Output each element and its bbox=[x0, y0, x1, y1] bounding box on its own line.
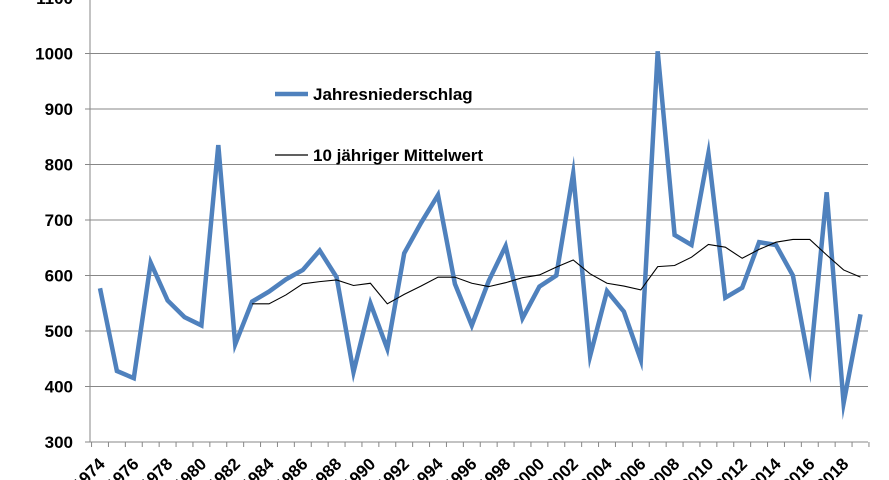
x-tick-label: 2004 bbox=[576, 454, 617, 480]
x-tick-label: 1986 bbox=[271, 454, 311, 480]
series-line-jahresniederschlag bbox=[97, 51, 863, 420]
legend: Jahresniederschlag 10 jähriger Mittelwer… bbox=[275, 85, 483, 165]
x-tick-label: 2018 bbox=[812, 454, 852, 480]
x-tick-label: 1974 bbox=[69, 454, 110, 480]
x-tick-label: 1994 bbox=[407, 454, 448, 480]
y-tick-label: 600 bbox=[45, 267, 73, 286]
x-tick-label: 2008 bbox=[643, 454, 683, 480]
x-tick-label: 1984 bbox=[238, 454, 279, 480]
y-tick-label: 400 bbox=[45, 378, 73, 397]
x-tick-label: 1992 bbox=[373, 454, 413, 480]
x-tick-label: 1998 bbox=[474, 454, 514, 480]
y-tick-label: 1000 bbox=[35, 45, 73, 64]
y-tick-label: 500 bbox=[45, 322, 73, 341]
x-tick-label: 2006 bbox=[609, 454, 649, 480]
x-tick-label: 1988 bbox=[305, 454, 345, 480]
y-tick-label: 300 bbox=[45, 433, 73, 452]
x-tick-label: 1990 bbox=[339, 454, 379, 480]
legend-label-mittelwert: 10 jähriger Mittelwert bbox=[313, 146, 483, 165]
x-tick-label: 1978 bbox=[136, 454, 176, 480]
x-tick-label: 2016 bbox=[778, 454, 818, 480]
x-tick-label: 1976 bbox=[102, 454, 142, 480]
x-tick-label: 1980 bbox=[170, 454, 210, 480]
y-tick-label: 1100 bbox=[36, 0, 73, 8]
x-tick-label: 2010 bbox=[677, 454, 717, 480]
x-tick-label: 1996 bbox=[440, 454, 480, 480]
x-tick-label: 2014 bbox=[745, 454, 786, 480]
axes bbox=[85, 0, 870, 447]
series-lines bbox=[97, 51, 863, 420]
x-tick-label: 2002 bbox=[542, 454, 582, 480]
x-tick-label: 1982 bbox=[204, 454, 244, 480]
legend-label-jahresniederschlag: Jahresniederschlag bbox=[313, 85, 473, 104]
y-tick-label: 900 bbox=[45, 100, 73, 119]
y-tick-labels: 300 400 500 600 700 800 900 1000 1100 bbox=[35, 0, 73, 452]
x-tick-label: 2012 bbox=[711, 454, 751, 480]
y-tick-label: 700 bbox=[45, 211, 73, 230]
y-tick-label: 800 bbox=[45, 156, 73, 175]
x-tick-labels: 1974197619781980198219841986198819901992… bbox=[69, 454, 853, 480]
gridlines bbox=[90, 53, 868, 387]
x-tick-label: 2000 bbox=[508, 454, 548, 480]
